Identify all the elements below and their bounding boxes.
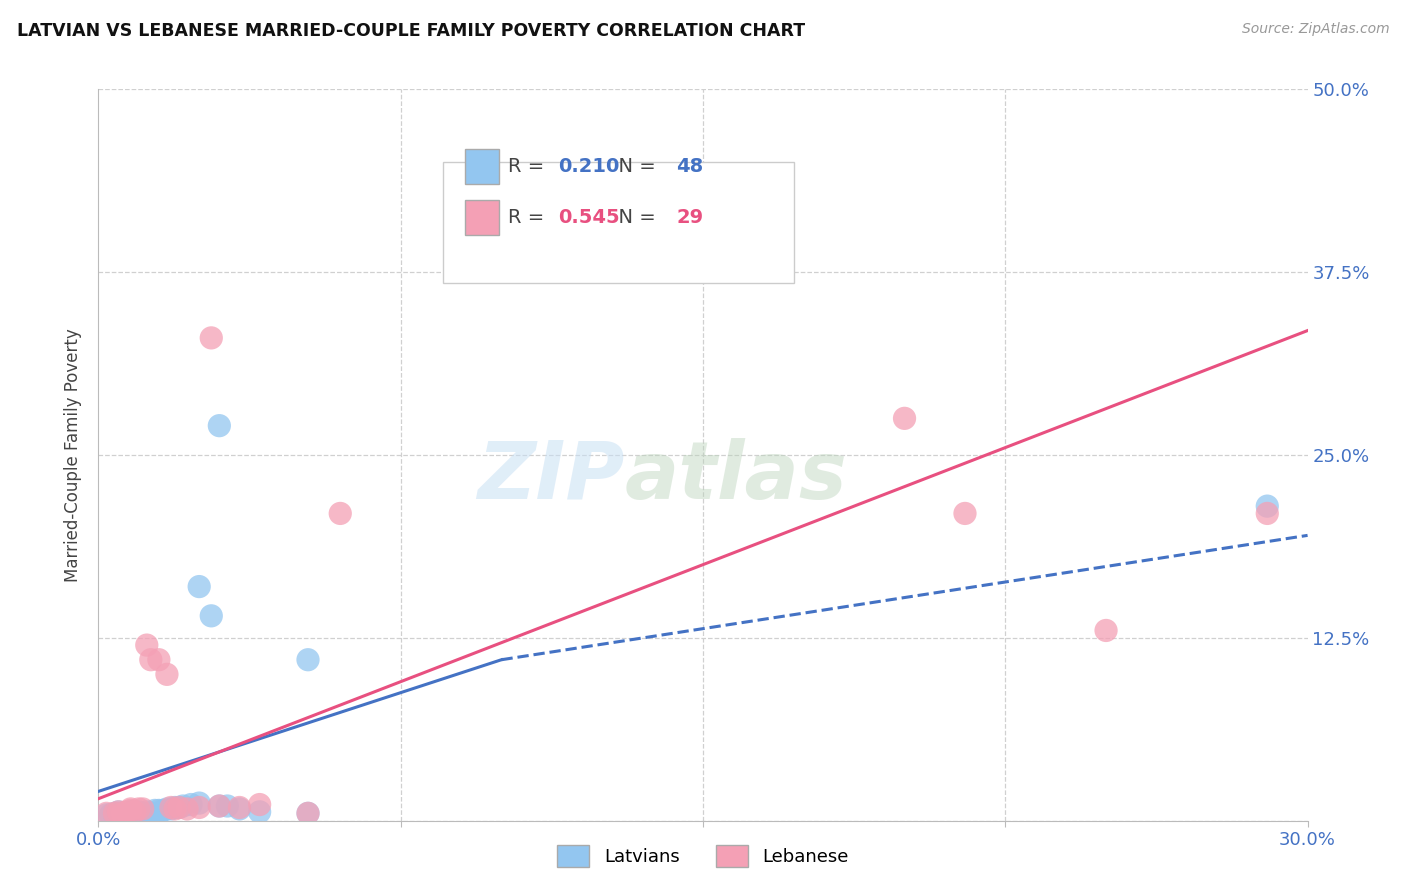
Point [132,802,155,816]
Point [120,804,142,818]
Text: N =: N = [606,156,662,176]
Point [188,580,211,594]
Text: 29: 29 [676,208,703,227]
Text: atlas: atlas [624,438,848,516]
Point [128,802,150,816]
Text: Source: ZipAtlas.com: Source: ZipAtlas.com [1241,22,1389,37]
Point [115,809,138,823]
Point [208,418,231,433]
Text: ZIP: ZIP [477,438,624,516]
Text: 0.545: 0.545 [558,208,620,227]
Bar [465,149,499,185]
Y-axis label: Married-Couple Family Poverty: Married-Couple Family Poverty [65,328,83,582]
Point [148,804,170,818]
Point [160,800,183,814]
Point [111,809,134,823]
Point [120,805,142,819]
Point [96,807,118,822]
Text: 48: 48 [676,156,703,176]
Point [217,799,239,814]
Point [180,797,202,812]
FancyBboxPatch shape [443,162,793,283]
Point [167,800,190,814]
Bar [465,201,499,235]
Point [139,653,162,667]
Point [148,653,170,667]
Point [132,807,155,822]
Point [297,806,319,821]
Point [100,807,122,822]
Point [143,804,166,818]
Point [115,805,138,819]
Point [1256,499,1278,513]
Point [297,806,319,821]
Point [176,802,198,816]
Point [128,809,150,823]
Point [107,809,129,823]
Point [107,805,129,819]
Point [103,806,125,821]
Point [120,802,142,816]
Point [111,807,134,822]
Point [208,799,231,814]
Point [297,653,319,667]
Point [160,802,183,816]
Text: LATVIAN VS LEBANESE MARRIED-COUPLE FAMILY POVERTY CORRELATION CHART: LATVIAN VS LEBANESE MARRIED-COUPLE FAMIL… [17,22,806,40]
Point [111,806,134,821]
Point [115,807,138,822]
Point [188,796,211,810]
Point [156,667,179,681]
Point [128,807,150,822]
Point [135,807,157,822]
Point [111,806,134,821]
Point [107,805,129,819]
Point [156,802,179,816]
Point [124,809,146,823]
Point [103,809,125,823]
Point [120,807,142,822]
Point [163,800,186,814]
Point [200,331,222,345]
Point [1256,507,1278,521]
Point [228,800,250,814]
Point [208,799,231,814]
Point [152,804,174,818]
Point [200,608,222,623]
Text: 0.210: 0.210 [558,156,619,176]
Point [953,507,976,521]
Point [228,802,250,816]
Point [249,805,271,819]
Point [172,799,194,814]
Point [96,806,118,821]
Point [103,806,125,821]
Point [139,807,162,822]
Point [128,805,150,819]
Point [148,806,170,821]
Point [135,805,157,819]
Point [132,806,155,821]
Point [1095,624,1118,638]
Point [188,800,211,814]
Point [167,800,190,814]
Point [163,802,186,816]
Text: R =: R = [509,208,551,227]
Legend: Latvians, Lebanese: Latvians, Lebanese [548,836,858,876]
Text: R =: R = [509,156,551,176]
Point [329,507,352,521]
Point [139,806,162,821]
Point [135,638,157,652]
Point [249,797,271,812]
Point [120,809,142,823]
Point [124,806,146,821]
Point [115,806,138,821]
Text: N =: N = [606,208,662,227]
Point [893,411,915,425]
Point [107,807,129,822]
Point [124,805,146,819]
